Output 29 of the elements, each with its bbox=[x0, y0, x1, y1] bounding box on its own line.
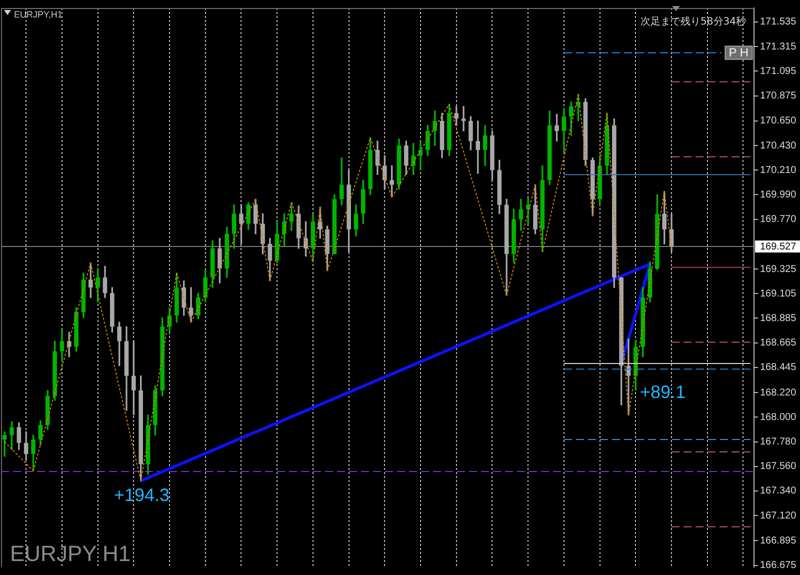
y-tick-label: 168.000 bbox=[760, 412, 797, 423]
y-tick-label: 171.315 bbox=[760, 41, 797, 52]
ref-line-label: 169.527 bbox=[760, 242, 797, 253]
y-tick-label: 171.535 bbox=[760, 16, 797, 28]
y-tick-label: 167.340 bbox=[760, 486, 797, 497]
y-tick-label: 171.095 bbox=[760, 66, 797, 77]
y-tick-label: 169.105 bbox=[760, 288, 797, 300]
y-tick-label: 167.780 bbox=[760, 436, 797, 448]
y-tick-label: 170.650 bbox=[760, 116, 797, 127]
annotation: 次足まで残り58分34秒 bbox=[640, 16, 746, 28]
y-tick-label: 166.675 bbox=[760, 560, 797, 572]
y-tick-label: 169.990 bbox=[760, 189, 797, 200]
y-tick-label: 169.770 bbox=[760, 214, 797, 226]
y-tick-label: 170.210 bbox=[760, 164, 797, 176]
y-tick-label: 168.885 bbox=[760, 312, 797, 324]
y-tick-label: 169.325 bbox=[760, 264, 797, 275]
y-tick-label: 168.445 bbox=[760, 362, 797, 374]
annotation: EURJPY H1 bbox=[10, 541, 131, 566]
y-tick-label: 166.895 bbox=[760, 535, 797, 546]
annotation: +194.3 bbox=[114, 484, 170, 505]
series-label: P H bbox=[728, 46, 749, 60]
y-tick-label: 170.430 bbox=[760, 140, 797, 152]
y-tick-label: 167.120 bbox=[760, 510, 797, 522]
annotation: +89.1 bbox=[640, 382, 686, 402]
chart-title: EURJPY,H1 bbox=[14, 9, 62, 20]
y-tick-label: 168.665 bbox=[760, 338, 797, 349]
y-tick-label: 170.875 bbox=[760, 90, 797, 102]
y-tick-label: 168.220 bbox=[760, 387, 797, 398]
y-tick-label: 167.560 bbox=[760, 461, 797, 472]
